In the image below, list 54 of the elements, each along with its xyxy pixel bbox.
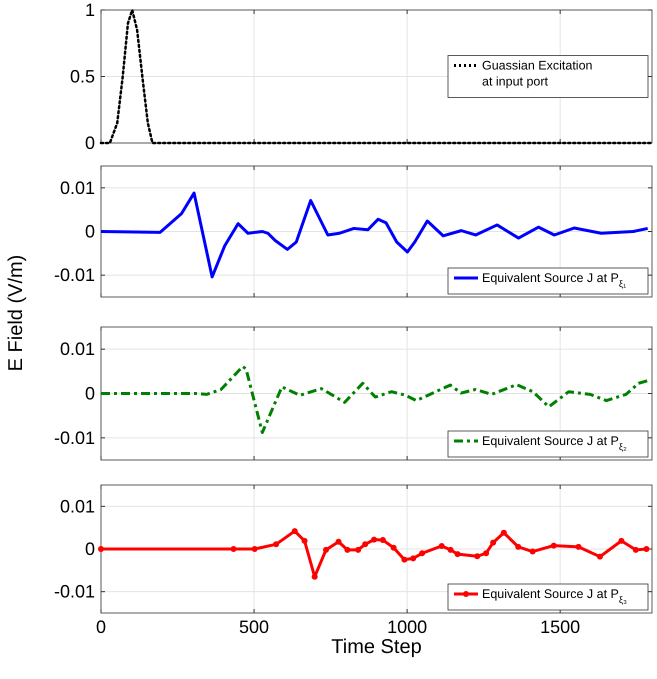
point: [643, 546, 650, 552]
point: [596, 554, 603, 560]
point: [474, 553, 480, 560]
point: [576, 544, 582, 550]
point: [362, 541, 368, 548]
point: [380, 537, 386, 544]
point: [448, 546, 454, 553]
y-axis-title: E Field (V/m): [5, 254, 27, 372]
line-series: [100, 364, 650, 434]
point: [500, 530, 507, 536]
point: [292, 528, 298, 534]
y-tick-label: -0.01: [54, 265, 95, 286]
point: [632, 546, 639, 553]
x-tick-label: 1500: [540, 617, 580, 637]
line-series: [100, 8, 654, 144]
legend-label: Guassian Excitation at input port: [482, 58, 593, 88]
y-tick-label: 0: [84, 222, 95, 242]
x-tick-label: 1000: [387, 617, 428, 637]
legend-label: Equivalent Source J at P$_{ξ₁}$: [482, 271, 626, 289]
point: [410, 555, 416, 562]
x-axis-title: Time Step: [331, 636, 422, 658]
point: [483, 550, 490, 556]
y-tick-label: -0.01: [54, 582, 95, 602]
y-tick-label: 0: [84, 539, 95, 559]
point: [336, 538, 342, 545]
point: [618, 538, 624, 544]
point: [302, 538, 308, 544]
y-tick-label: 0: [84, 133, 95, 153]
y-tick-label: 0.01: [60, 339, 95, 360]
point: [490, 540, 496, 546]
point: [438, 543, 445, 550]
point: [273, 541, 280, 548]
point: [322, 546, 329, 553]
point: [550, 542, 557, 549]
y-tick-label: -0.01: [54, 428, 95, 448]
point: [371, 536, 378, 543]
point: [98, 546, 104, 552]
point: [419, 550, 426, 556]
legend-label: Equivalent Source J at P$_{ξ₂}$: [482, 434, 628, 452]
point: [252, 546, 258, 552]
x-tick-label: 500: [239, 617, 270, 637]
y-tick-label: 0.01: [60, 496, 95, 516]
y-tick-label: 0.5: [70, 66, 95, 86]
point: [515, 544, 522, 550]
y-tick-label: 0: [84, 384, 95, 404]
point: [401, 556, 408, 563]
point: [390, 544, 397, 551]
y-tick-label: 0.01: [60, 178, 95, 198]
legend-label: Equivalent Source J at P$_{ξ₃}$: [482, 587, 628, 605]
point: [454, 551, 461, 558]
point: [355, 546, 362, 553]
y-tick-label: 1: [84, 0, 95, 20]
point: [530, 548, 536, 555]
point: [344, 546, 350, 553]
